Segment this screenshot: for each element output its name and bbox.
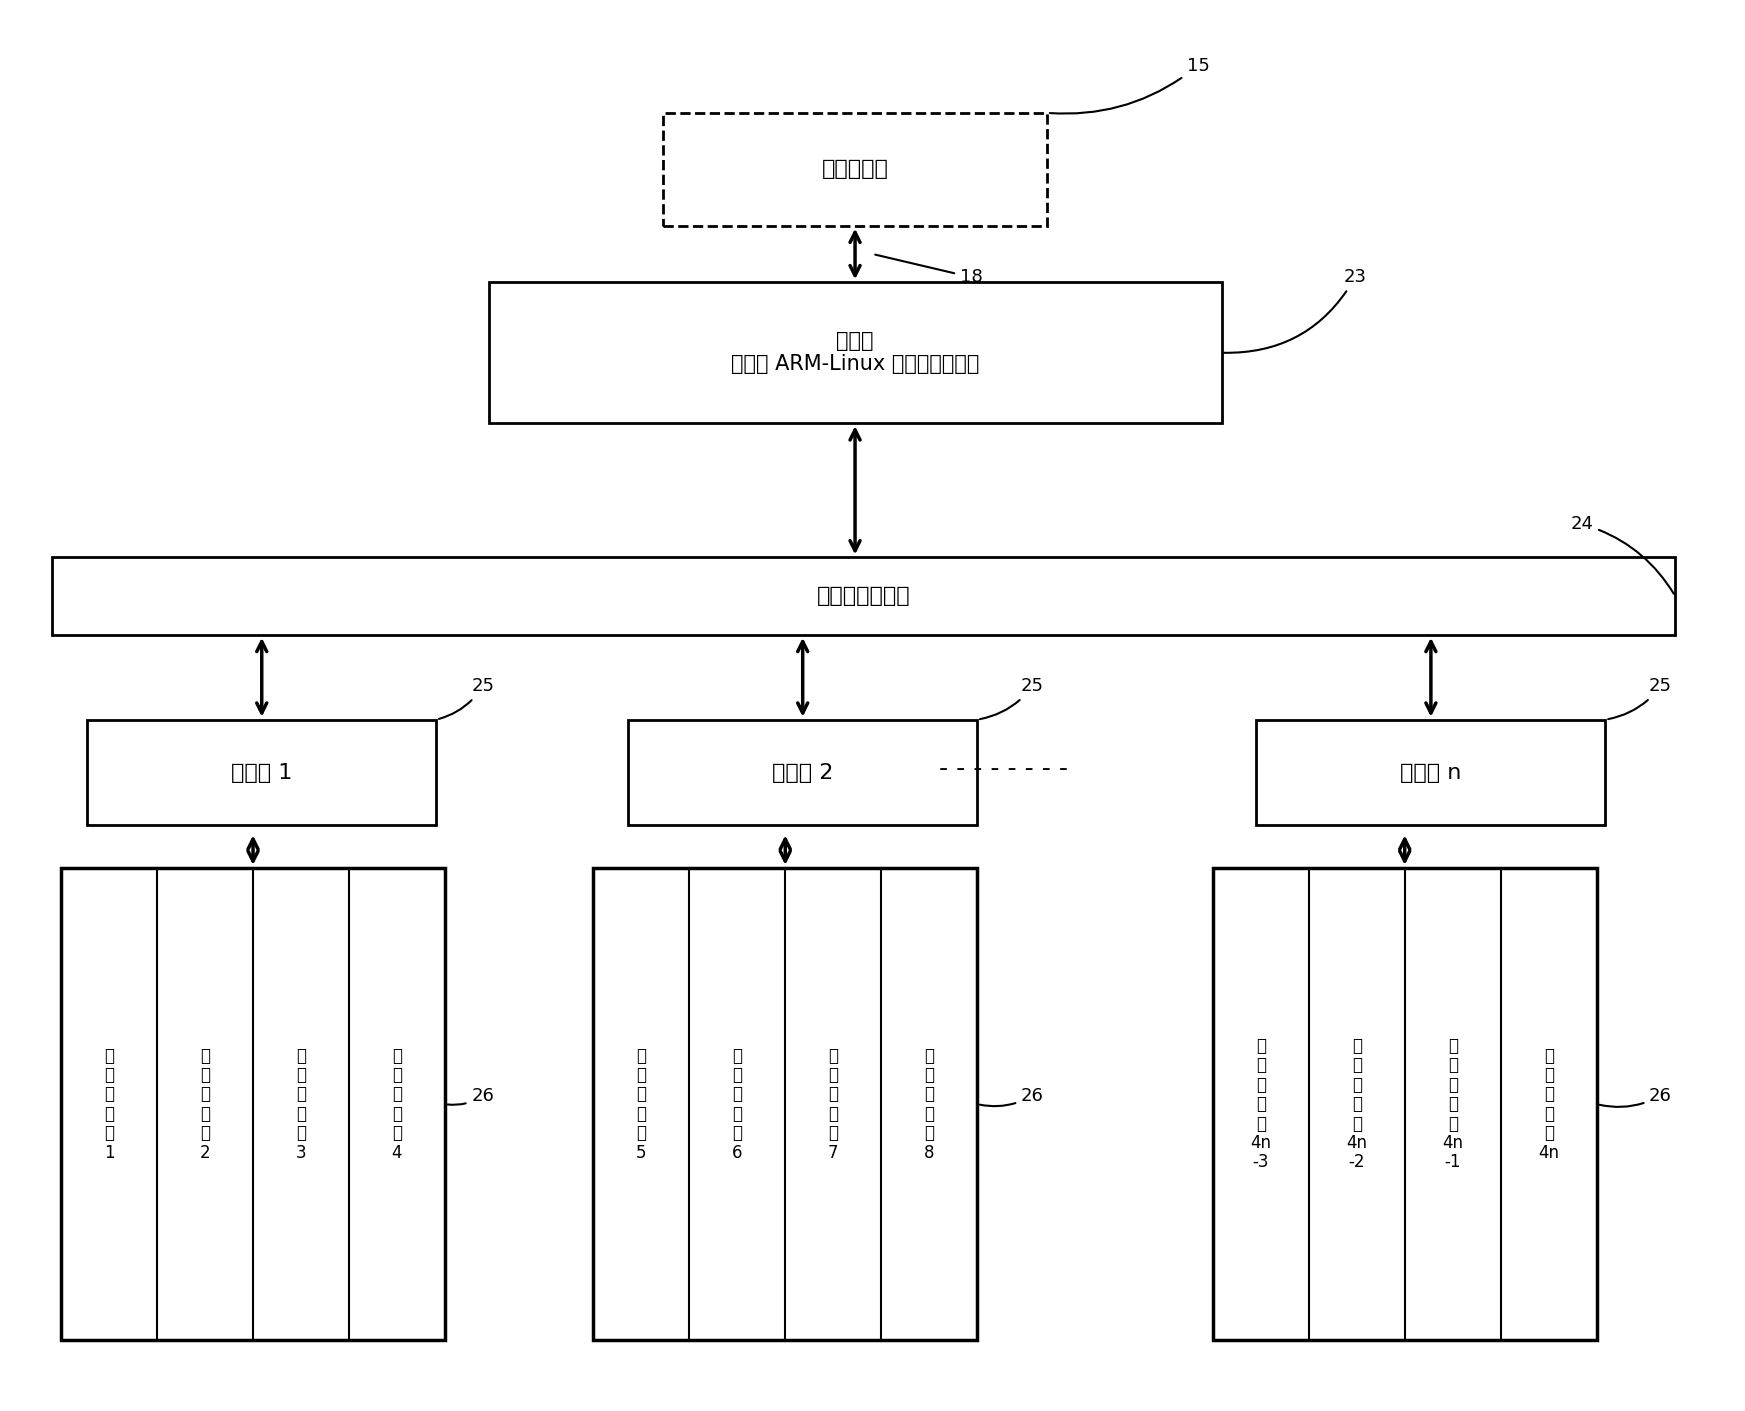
Text: 自定义内部总线: 自定义内部总线 [817, 586, 911, 607]
FancyBboxPatch shape [628, 720, 977, 825]
Text: 功
率
驱
动
器
2: 功 率 驱 动 器 2 [199, 1047, 211, 1161]
Text: 功
率
驱
动
器
4n: 功 率 驱 动 器 4n [1537, 1047, 1560, 1161]
Text: 下位机 n: 下位机 n [1399, 762, 1462, 783]
Text: 25: 25 [440, 677, 494, 720]
Text: 主控计算机: 主控计算机 [822, 159, 888, 179]
Text: 23: 23 [1225, 268, 1366, 353]
Text: 上位机
（基于 ARM-Linux 的嵌入式系统）: 上位机 （基于 ARM-Linux 的嵌入式系统） [731, 332, 979, 374]
Text: 下位机 1: 下位机 1 [230, 762, 293, 783]
Text: 25: 25 [981, 677, 1044, 720]
Text: 功
率
驱
动
器
8: 功 率 驱 动 器 8 [923, 1047, 935, 1161]
FancyBboxPatch shape [61, 868, 445, 1340]
Text: - - - - - - - -: - - - - - - - - [939, 756, 1068, 782]
Text: 功
率
驱
动
器
1: 功 率 驱 动 器 1 [103, 1047, 115, 1161]
FancyBboxPatch shape [593, 868, 977, 1340]
FancyBboxPatch shape [1213, 868, 1597, 1340]
Text: 18: 18 [876, 254, 982, 286]
Text: 25: 25 [1609, 677, 1672, 720]
Text: 功
率
驱
动
器
5: 功 率 驱 动 器 5 [635, 1047, 647, 1161]
FancyBboxPatch shape [52, 557, 1675, 635]
Text: 功
率
驱
动
器
3: 功 率 驱 动 器 3 [295, 1047, 307, 1161]
Text: 功
率
驱
动
器
4: 功 率 驱 动 器 4 [391, 1047, 403, 1161]
FancyBboxPatch shape [489, 282, 1222, 423]
Text: 功
率
驱
动
器
6: 功 率 驱 动 器 6 [731, 1047, 743, 1161]
FancyBboxPatch shape [663, 113, 1047, 226]
Text: 下位机 2: 下位机 2 [771, 762, 834, 783]
Text: 24: 24 [1570, 515, 1673, 594]
Text: 26: 26 [1600, 1086, 1672, 1108]
Text: 功
率
驱
动
器
7: 功 率 驱 动 器 7 [827, 1047, 839, 1161]
FancyBboxPatch shape [1256, 720, 1605, 825]
Text: 15: 15 [1050, 56, 1209, 114]
FancyBboxPatch shape [87, 720, 436, 825]
Text: 26: 26 [981, 1086, 1044, 1106]
Text: 26: 26 [448, 1086, 494, 1105]
Text: 功
率
驱
动
器
4n
-1: 功 率 驱 动 器 4n -1 [1441, 1037, 1464, 1171]
Text: 功
率
驱
动
器
4n
-2: 功 率 驱 动 器 4n -2 [1345, 1037, 1368, 1171]
Text: 功
率
驱
动
器
4n
-3: 功 率 驱 动 器 4n -3 [1249, 1037, 1272, 1171]
